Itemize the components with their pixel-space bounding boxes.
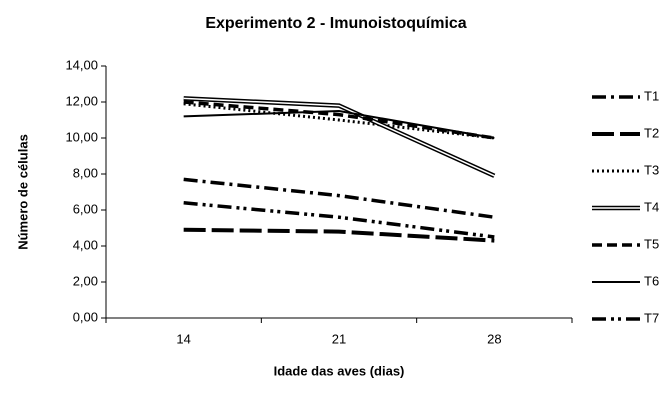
legend-label: T6 [644,273,659,288]
legend-label: T3 [644,162,659,177]
legend-label: T2 [644,125,659,140]
y-tick-label: 2,00 [73,273,98,288]
chart-title: Experimento 2 - Imunoistoquímica [205,15,466,32]
x-axis-label: Idade das aves (dias) [274,363,405,378]
y-tick-label: 10,00 [65,129,98,144]
series-line [183,227,495,243]
legend-label: T7 [644,310,659,325]
y-axis-label: Número de células [15,134,30,250]
series-line [183,177,495,219]
series-line [183,201,495,239]
y-tick-label: 4,00 [73,237,98,252]
y-tick-label: 14,00 [65,57,98,72]
legend-label: T5 [644,236,659,251]
y-tick-label: 8,00 [73,165,98,180]
y-tick-label: 6,00 [73,201,98,216]
y-tick-label: 12,00 [65,93,98,108]
legend-label: T4 [644,199,659,214]
x-tick-label: 28 [487,331,501,346]
y-tick-label: 0,00 [73,309,98,324]
legend-label: T1 [644,88,659,103]
series-line [183,109,495,139]
x-tick-label: 14 [176,331,190,346]
x-tick-label: 21 [332,331,346,346]
series-line-inner [183,97,495,177]
series-line [183,102,495,140]
series-line [183,100,495,140]
